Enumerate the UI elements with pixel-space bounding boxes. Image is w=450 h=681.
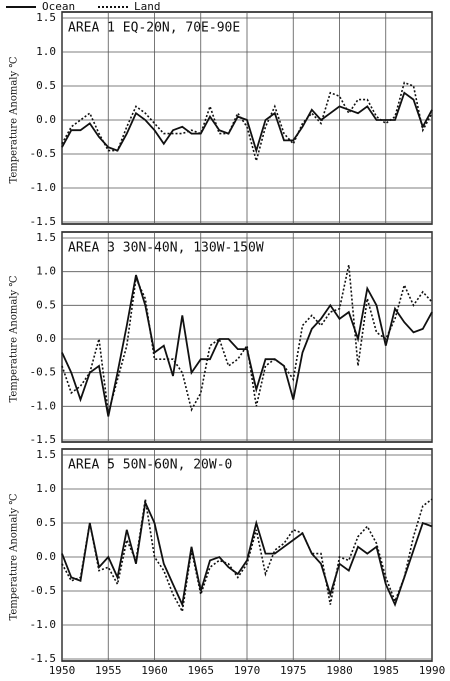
y-tick-label: 0.0 <box>36 550 56 563</box>
panel-title: AREA 1 EQ-20N, 70E-90E <box>68 21 240 36</box>
series-line <box>61 499 433 608</box>
y-tick-label: 0.5 <box>36 516 56 529</box>
y-tick-label: 0.5 <box>36 298 56 311</box>
y-tick-label: 0.0 <box>36 332 56 345</box>
y-tick-label: -0.5 <box>30 147 57 160</box>
y-tick-label: 1.5 <box>36 11 56 24</box>
panel-title: AREA 3 30N-40N, 130W-150W <box>68 241 264 256</box>
panel-title: AREA 5 50N-60N, 20W-0 <box>68 458 232 473</box>
x-tick-label: 1950 <box>49 664 76 677</box>
legend-label: Ocean <box>42 0 75 13</box>
y-tick-label: -1.5 <box>30 215 57 228</box>
x-tick-label: 1970 <box>234 664 261 677</box>
y-tick-label: -1.5 <box>30 652 57 665</box>
y-tick-label: 1.0 <box>36 45 56 58</box>
series-line <box>61 274 433 417</box>
x-tick-label: 1955 <box>95 664 122 677</box>
y-tick-label: -1.0 <box>30 618 57 631</box>
y-tick-label: -1.0 <box>30 181 57 194</box>
y-tick-label: 0.5 <box>36 79 56 92</box>
series-line <box>61 91 433 154</box>
y-tick-label: 1.0 <box>36 482 56 495</box>
x-tick-label: 1965 <box>188 664 215 677</box>
y-tick-label: 1.5 <box>36 231 56 244</box>
y-tick-label: 1.0 <box>36 265 56 278</box>
y-tick-label: -0.5 <box>30 584 57 597</box>
y-axis-label: Temperature Anomaly ℃ <box>9 275 20 402</box>
y-tick-label: -1.0 <box>30 399 57 412</box>
y-tick-label: 1.5 <box>36 448 56 461</box>
x-tick-label: 1980 <box>326 664 353 677</box>
y-tick-label: 0.0 <box>36 113 56 126</box>
y-tick-label: -1.5 <box>30 433 57 446</box>
series-line <box>61 498 433 614</box>
x-tick-label: 1985 <box>373 664 400 677</box>
x-tick-label: 1960 <box>141 664 168 677</box>
x-tick-label: 1990 <box>419 664 446 677</box>
legend-label: Land <box>134 0 161 13</box>
x-tick-label: 1975 <box>280 664 307 677</box>
y-axis-label: Temperature Anomaly ℃ <box>9 56 20 183</box>
series-line <box>61 264 433 414</box>
y-tick-label: -0.5 <box>30 366 57 379</box>
y-axis-label: Temperature Anomaly ℃ <box>9 493 20 620</box>
